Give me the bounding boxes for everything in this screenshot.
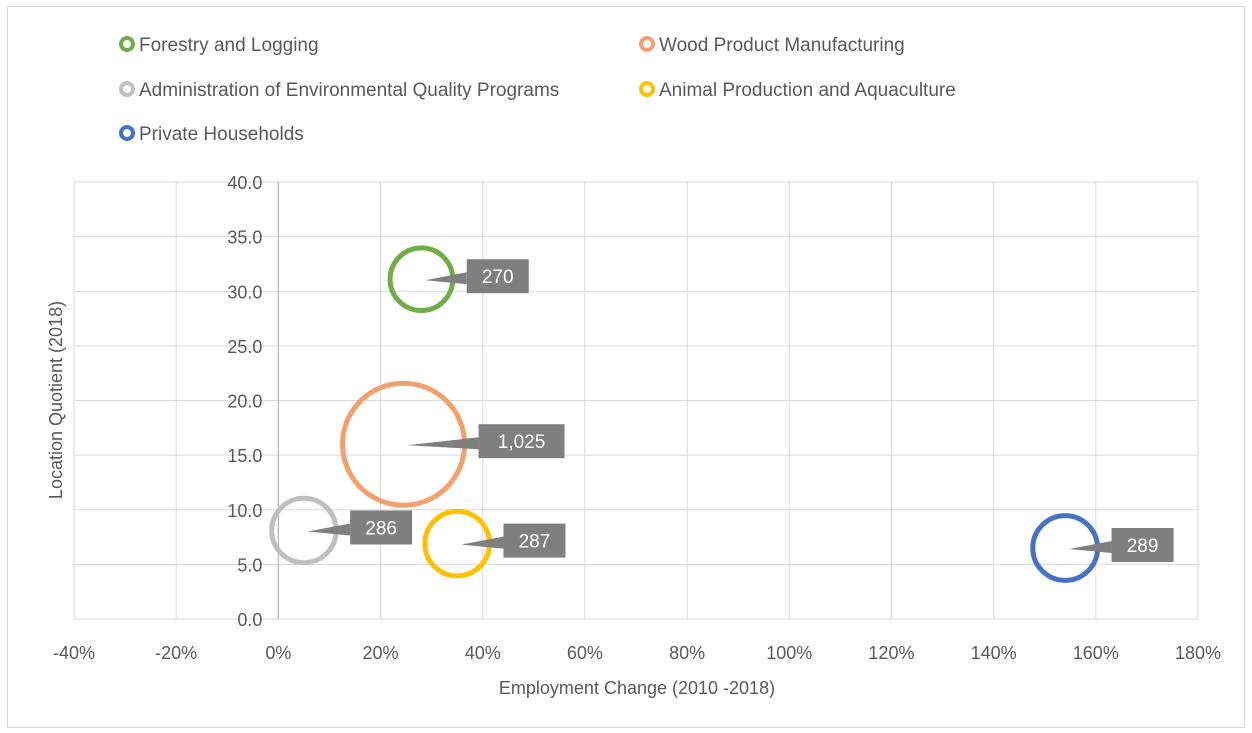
data-label-0: 270 xyxy=(425,259,529,294)
y-tick-label: 20.0 xyxy=(227,392,262,412)
legend-item-3: Animal Production and Aquaculture xyxy=(639,80,956,101)
y-axis-title: Location Quotient (2018) xyxy=(46,301,66,499)
legend-marker xyxy=(639,81,655,97)
x-tick-label: 20% xyxy=(363,643,399,663)
x-tick-label: -40% xyxy=(53,643,95,663)
y-tick-label: 15.0 xyxy=(227,446,262,466)
tick-labels: -40% -20% 0% 20% 40% 60% 80% 100% 120% 140% 160% 18… xyxy=(53,173,1221,663)
x-tick-label: 120% xyxy=(868,643,914,663)
data-label-text: 287 xyxy=(519,532,551,553)
data-label-leader xyxy=(461,536,504,549)
y-tick-label: 10.0 xyxy=(227,501,262,521)
data-label-leader xyxy=(307,523,351,536)
data-label-box xyxy=(478,424,565,459)
y-tick-label: 30.0 xyxy=(227,282,262,302)
x-tick-label: 80% xyxy=(669,643,705,663)
chart-frame xyxy=(7,6,1245,728)
data-label-4: 289 xyxy=(1069,527,1174,562)
x-axis-title: Employment Change (2010 -2018) xyxy=(499,678,775,698)
data-label-text: 1,025 xyxy=(498,432,546,453)
legend-label: Wood Product Manufacturing xyxy=(659,35,905,56)
data-label-box xyxy=(503,523,566,558)
data-label-3: 287 xyxy=(461,523,566,558)
data-label-text: 289 xyxy=(1127,536,1159,557)
x-tick-label: 100% xyxy=(766,643,812,663)
x-tick-label: 40% xyxy=(465,643,501,663)
y-tick-label: 5.0 xyxy=(237,555,262,575)
data-label-box xyxy=(466,259,529,294)
data-label-1: 1,025 xyxy=(407,424,565,459)
data-label-2: 286 xyxy=(307,510,413,545)
data-label-leader xyxy=(425,272,467,285)
legend-item-0: Forestry and Logging xyxy=(119,35,319,56)
data-label-text: 270 xyxy=(482,267,514,288)
y-tick-label: 25.0 xyxy=(227,337,262,357)
data-labels: 270 1,025 286 287 289 xyxy=(307,259,1174,562)
gridlines xyxy=(73,181,1199,620)
x-tick-label: 160% xyxy=(1073,643,1119,663)
x-tick-label: 140% xyxy=(971,643,1017,663)
data-label-box xyxy=(350,510,413,545)
legend-label: Animal Production and Aquaculture xyxy=(659,80,956,101)
legend-marker xyxy=(119,81,135,97)
x-tick-label: -20% xyxy=(155,643,197,663)
data-label-leader xyxy=(1069,540,1112,553)
legend-item-4: Private Households xyxy=(119,124,304,145)
legend-label: Private Households xyxy=(139,124,304,145)
data-label-leader xyxy=(407,437,479,450)
legend-label: Forestry and Logging xyxy=(139,35,319,56)
legend: Forestry and Logging Wood Product Manufac… xyxy=(119,35,956,145)
x-tick-label: 60% xyxy=(567,643,603,663)
x-tick-label: 180% xyxy=(1175,643,1221,663)
legend-marker xyxy=(119,36,135,52)
legend-item-2: Administration of Environmental Quality … xyxy=(119,80,559,101)
legend-marker xyxy=(639,36,655,52)
x-tick-label: 0% xyxy=(265,643,291,663)
legend-marker xyxy=(119,125,135,141)
legend-label: Administration of Environmental Quality … xyxy=(139,80,559,101)
legend-item-1: Wood Product Manufacturing xyxy=(639,35,905,56)
data-label-box xyxy=(1111,527,1174,562)
data-label-text: 286 xyxy=(365,519,397,540)
y-tick-label: 0.0 xyxy=(237,610,262,630)
y-tick-label: 40.0 xyxy=(227,173,262,193)
y-tick-label: 35.0 xyxy=(227,228,262,248)
